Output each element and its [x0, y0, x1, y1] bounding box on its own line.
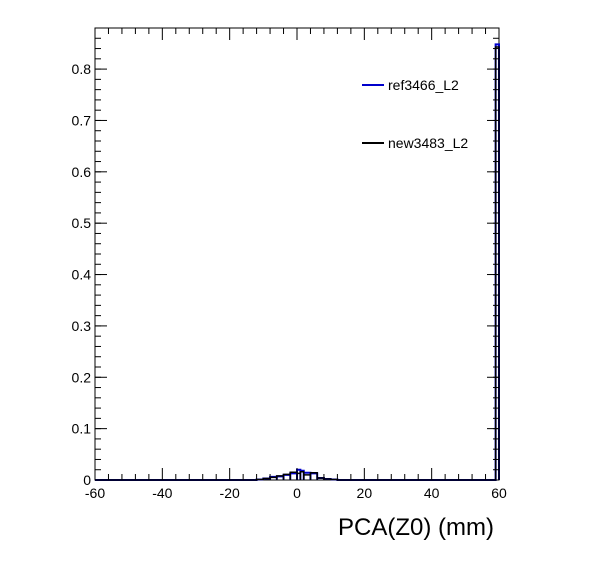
y-tick-label: 0.1 — [72, 421, 92, 437]
y-tick-label: 0.7 — [72, 112, 92, 128]
x-tick-label: 40 — [424, 485, 440, 501]
legend-label-ref: ref3466_L2 — [388, 77, 459, 93]
x-tick-label: 20 — [357, 485, 373, 501]
y-tick-label: 0.3 — [72, 318, 92, 334]
x-tick-label: -40 — [152, 485, 172, 501]
legend-label-new: new3483_L2 — [388, 135, 468, 151]
x-tick-label: -60 — [85, 485, 105, 501]
x-tick-label: -20 — [220, 485, 240, 501]
legend-box — [355, 58, 479, 170]
y-tick-label: 0.6 — [72, 164, 92, 180]
x-axis: -60 -40 -20 0 20 40 60 — [85, 28, 507, 501]
y-tick-label: 0 — [83, 472, 91, 488]
x-tick-label: 60 — [491, 485, 507, 501]
legend: ref3466_L2 new3483_L2 — [355, 58, 479, 170]
y-tick-label: 0.2 — [72, 369, 92, 385]
y-tick-label: 0.5 — [72, 215, 92, 231]
y-tick-label: 0.8 — [72, 61, 92, 77]
x-axis-title: PCA(Z0) (mm) — [338, 514, 494, 541]
y-axis: 0 0.1 0.2 0.3 0.4 0.5 0.6 0.7 0.8 — [72, 37, 499, 488]
y-tick-label: 0.4 — [72, 267, 92, 283]
x-tick-label: 0 — [293, 485, 301, 501]
